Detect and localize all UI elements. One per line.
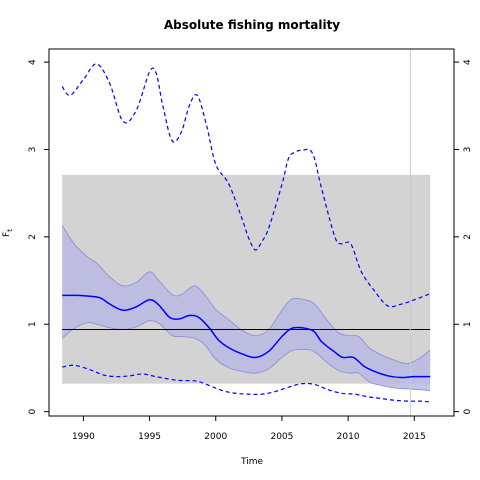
- y-tick-label: 1: [28, 321, 38, 327]
- y-tick-label: 2: [28, 234, 38, 240]
- y2-tick-label: 0: [463, 408, 473, 414]
- ci-upper-line: [61, 225, 431, 365]
- y2-tick-label: 2: [463, 234, 473, 240]
- x-tick-label: 1990: [72, 432, 95, 442]
- x-tick-label: 1995: [138, 432, 161, 442]
- x-axis-label: Time: [240, 457, 263, 467]
- confidence-band: [62, 225, 431, 391]
- y-axis-label-subscript: t: [6, 229, 14, 232]
- y-tick-label: 3: [28, 147, 38, 153]
- y-tick-label: 0: [28, 408, 38, 414]
- estimate-line: [62, 294, 431, 379]
- y-tick-label: 4: [28, 59, 38, 65]
- x-tick-label: 2015: [403, 432, 426, 442]
- upper-dashed-line: [61, 63, 431, 308]
- lower-dashed-line: [62, 364, 431, 403]
- y-axis-label: Ft: [2, 229, 14, 237]
- plot-frame: [48, 48, 455, 417]
- y2-tick-label: 4: [463, 59, 473, 65]
- y-axis-label-main: F: [2, 232, 12, 237]
- data-layer: [61, 49, 431, 416]
- axis-layer: 1990 1995 2000 2005 2010 2015 0 1 2 3 4 0 1 2 3 4: [28, 59, 473, 442]
- x-tick-label: 2005: [270, 432, 293, 442]
- x-tick-label: 2010: [337, 432, 360, 442]
- chart-title: Absolute fishing mortality: [164, 18, 340, 32]
- y2-tick-label: 1: [463, 321, 473, 327]
- y2-tick-label: 3: [463, 147, 473, 153]
- x-tick-label: 2000: [204, 432, 227, 442]
